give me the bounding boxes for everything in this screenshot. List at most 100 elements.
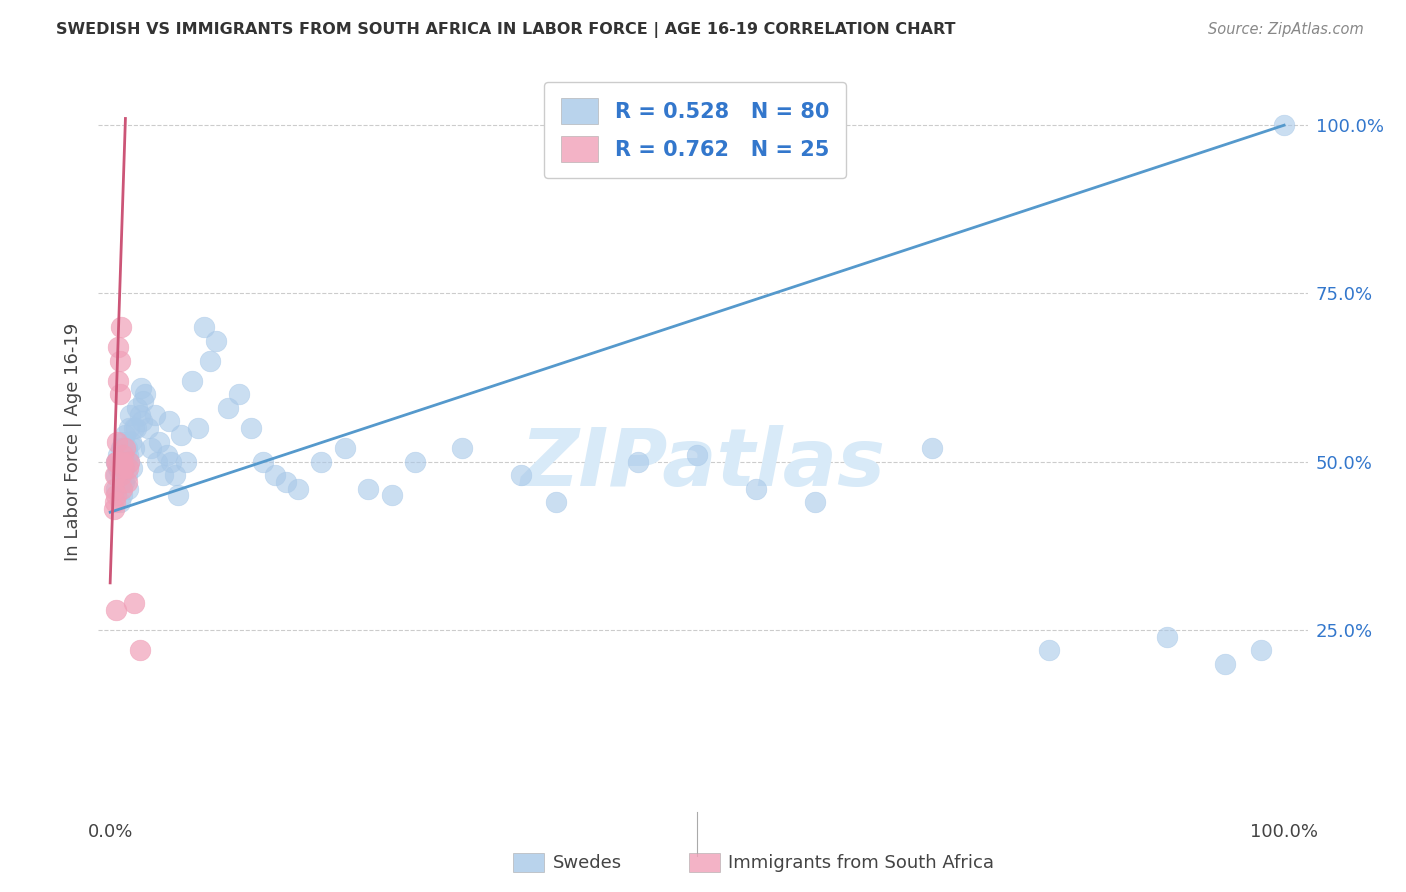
Point: [120, 434, 142, 449]
Point: [111, 455, 134, 469]
Point: [107, 461, 129, 475]
Point: [110, 468, 132, 483]
Point: [146, 455, 169, 469]
Point: [115, 475, 138, 489]
Point: [105, 434, 128, 449]
Point: [193, 320, 215, 334]
Point: [169, 427, 191, 442]
Point: [276, 475, 298, 489]
Point: [114, 442, 136, 456]
Point: [122, 442, 145, 456]
Point: [1250, 643, 1272, 657]
Point: [803, 495, 825, 509]
Point: [132, 394, 155, 409]
Point: [129, 381, 152, 395]
Point: [118, 421, 141, 435]
Point: [263, 468, 285, 483]
Point: [204, 334, 226, 348]
Point: [745, 482, 768, 496]
Point: [181, 374, 204, 388]
Point: [333, 442, 356, 456]
Point: [105, 455, 128, 469]
Point: [122, 421, 145, 435]
Point: [117, 482, 139, 496]
Point: [163, 468, 186, 483]
Text: Source: ZipAtlas.com: Source: ZipAtlas.com: [1208, 22, 1364, 37]
Point: [111, 442, 134, 456]
Point: [112, 461, 135, 475]
Point: [112, 461, 135, 475]
Point: [120, 408, 142, 422]
Point: [110, 320, 132, 334]
Text: ZIPatlas: ZIPatlas: [520, 425, 886, 503]
Point: [105, 603, 128, 617]
Point: [198, 353, 221, 368]
Point: [115, 468, 138, 483]
Point: [167, 488, 190, 502]
Point: [141, 442, 163, 456]
Point: [115, 442, 138, 456]
Point: [1215, 657, 1237, 671]
Point: [108, 353, 131, 368]
Point: [686, 448, 709, 462]
Point: [114, 427, 136, 442]
Point: [108, 495, 131, 509]
Point: [287, 482, 309, 496]
Point: [125, 421, 148, 435]
Y-axis label: In Labor Force | Age 16-19: In Labor Force | Age 16-19: [65, 322, 83, 561]
Point: [112, 434, 135, 449]
Point: [128, 408, 150, 422]
Point: [105, 455, 128, 469]
Point: [111, 482, 134, 496]
Point: [112, 448, 135, 462]
Text: Immigrants from South Africa: Immigrants from South Africa: [728, 855, 994, 872]
Point: [104, 468, 127, 483]
Point: [103, 501, 125, 516]
Point: [103, 482, 125, 496]
Point: [112, 448, 135, 462]
Point: [131, 414, 153, 428]
Point: [134, 387, 156, 401]
Point: [121, 461, 143, 475]
Point: [152, 468, 174, 483]
Point: [627, 455, 650, 469]
Point: [110, 475, 132, 489]
Point: [112, 475, 135, 489]
Point: [228, 387, 250, 401]
Point: [357, 482, 380, 496]
Point: [105, 488, 128, 502]
Point: [105, 468, 128, 483]
Point: [107, 374, 129, 388]
Point: [311, 455, 333, 469]
Point: [107, 340, 129, 354]
Point: [118, 455, 141, 469]
Point: [381, 488, 404, 502]
Point: [110, 442, 132, 456]
Point: [107, 448, 129, 462]
Text: Swedes: Swedes: [553, 855, 621, 872]
Point: [921, 442, 943, 456]
Point: [1156, 630, 1178, 644]
Point: [546, 495, 568, 509]
Point: [108, 387, 131, 401]
Point: [117, 461, 139, 475]
Point: [157, 414, 180, 428]
Point: [143, 408, 166, 422]
Point: [451, 442, 474, 456]
Text: SWEDISH VS IMMIGRANTS FROM SOUTH AFRICA IN LABOR FORCE | AGE 16-19 CORRELATION C: SWEDISH VS IMMIGRANTS FROM SOUTH AFRICA …: [56, 22, 956, 38]
Legend: R = 0.528   N = 80, R = 0.762   N = 25: R = 0.528 N = 80, R = 0.762 N = 25: [544, 82, 846, 178]
Point: [114, 455, 136, 469]
Point: [148, 434, 170, 449]
Point: [105, 455, 128, 469]
Point: [136, 421, 159, 435]
Point: [105, 482, 128, 496]
Point: [404, 455, 426, 469]
Point: [111, 468, 134, 483]
Point: [118, 455, 141, 469]
Point: [111, 455, 134, 469]
Point: [122, 596, 145, 610]
Point: [160, 455, 183, 469]
Point: [1038, 643, 1060, 657]
Point: [1272, 118, 1295, 132]
Point: [155, 448, 177, 462]
